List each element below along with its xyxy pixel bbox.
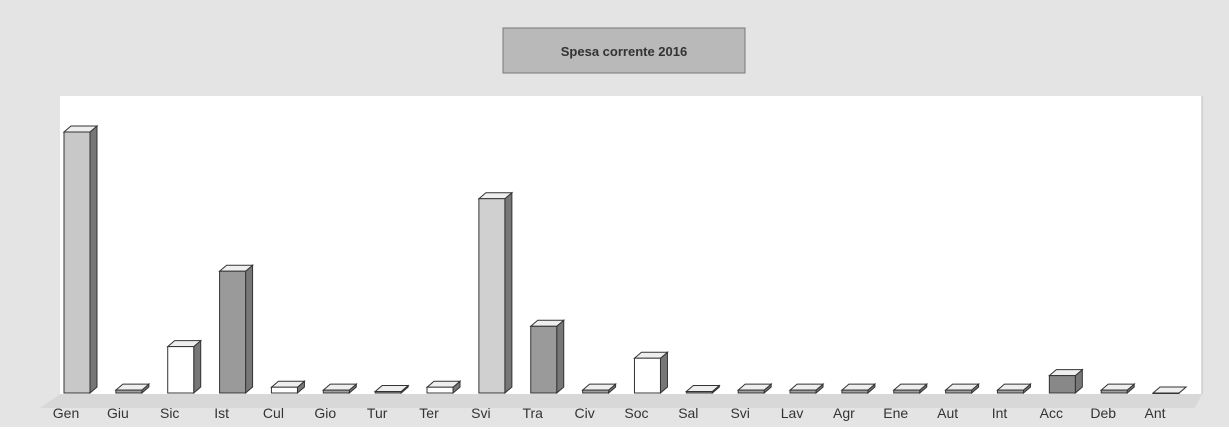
bar <box>996 383 1032 395</box>
bar-front <box>478 198 506 394</box>
bar <box>1099 383 1136 395</box>
bar-front <box>530 325 558 394</box>
x-tick-label: Gen <box>53 405 79 421</box>
x-tick-label: Aut <box>937 405 958 421</box>
bar-front <box>1152 392 1180 394</box>
bar <box>736 383 773 395</box>
x-tick-label: Cul <box>263 405 284 421</box>
x-tick-label: Acc <box>1040 405 1063 421</box>
bar-front <box>996 389 1024 394</box>
bar <box>321 383 358 395</box>
floor <box>40 394 1202 408</box>
x-tick-label: Lav <box>781 405 804 421</box>
bar-front <box>789 389 817 394</box>
bar-side <box>89 124 98 395</box>
title-box <box>502 27 746 74</box>
bar-front <box>167 346 195 394</box>
bar <box>373 384 410 395</box>
x-tick-label: Ant <box>1145 405 1166 421</box>
x-tick-label: Ist <box>214 405 229 421</box>
x-tick-label: Soc <box>624 405 648 421</box>
bar-front <box>1100 389 1128 394</box>
bar-front <box>1048 375 1076 394</box>
bar <box>684 384 721 395</box>
bar <box>270 380 306 395</box>
x-tick-label: Sic <box>160 405 179 421</box>
x-tick-label: Int <box>992 405 1008 421</box>
x-tick-label: Giu <box>107 405 129 421</box>
bar-front <box>893 389 921 394</box>
bar <box>62 124 99 395</box>
bar <box>840 383 877 395</box>
bar <box>581 383 617 395</box>
bar <box>529 319 566 395</box>
bar-front <box>426 386 454 394</box>
bar <box>166 339 203 395</box>
bar <box>425 380 462 395</box>
x-tick-label: Agr <box>833 405 855 421</box>
x-tick-label: Civ <box>574 405 594 421</box>
x-tick-label: Gio <box>314 405 336 421</box>
bar-side <box>245 264 254 395</box>
bar-front <box>219 270 247 394</box>
bar <box>218 264 254 395</box>
x-tick-label: Ene <box>883 405 908 421</box>
bar-front <box>322 389 350 394</box>
bar-side <box>504 191 513 395</box>
bar-front <box>841 389 869 394</box>
bar <box>633 351 669 395</box>
bar-side <box>556 319 565 395</box>
bar <box>477 191 514 395</box>
x-tick-label: Tur <box>367 405 388 421</box>
bar <box>1151 386 1188 394</box>
bar-front <box>633 357 661 394</box>
x-tick-label: Svi <box>471 405 490 421</box>
x-tick-label: Deb <box>1090 405 1116 421</box>
bar <box>114 383 151 395</box>
bar <box>944 383 980 395</box>
chart-title: Spesa corrente 2016 <box>561 44 687 59</box>
bar-side <box>193 339 202 395</box>
bar <box>1047 368 1084 395</box>
bar-front <box>63 131 91 394</box>
x-tick-label: Sal <box>678 405 698 421</box>
bar <box>892 383 929 395</box>
bar-side <box>659 351 668 395</box>
bar-front <box>115 389 143 394</box>
bar-front <box>374 391 402 394</box>
bar <box>788 383 825 395</box>
bar-front <box>270 386 298 394</box>
bar-front <box>582 389 610 394</box>
x-tick-label: Ter <box>419 405 439 421</box>
x-tick-label: Tra <box>522 405 543 421</box>
bar-front <box>945 389 973 394</box>
bar-front <box>737 389 765 394</box>
x-tick-label: Svi <box>730 405 749 421</box>
bar-front <box>685 391 713 394</box>
